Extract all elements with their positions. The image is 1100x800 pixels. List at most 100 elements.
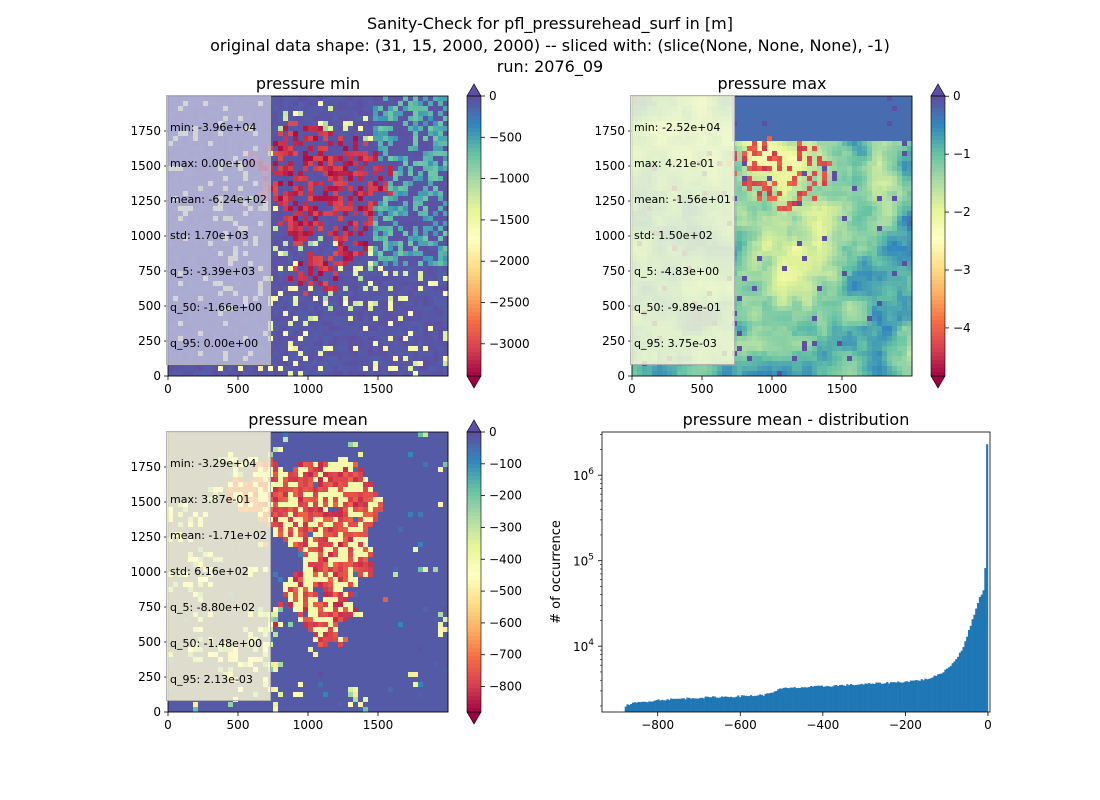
map-cell bbox=[328, 96, 334, 102]
map-cell bbox=[268, 371, 274, 377]
map-cell bbox=[343, 361, 349, 367]
map-cell bbox=[303, 186, 309, 192]
map-cell bbox=[388, 186, 394, 192]
map-cell bbox=[817, 246, 823, 252]
map-cell bbox=[842, 111, 848, 117]
map-cell bbox=[283, 136, 289, 142]
map-cell bbox=[443, 251, 449, 257]
map-cell bbox=[323, 96, 329, 102]
map-cell bbox=[877, 161, 883, 167]
map-cell bbox=[812, 206, 818, 212]
map-cell bbox=[293, 166, 299, 172]
map-cell bbox=[348, 231, 354, 237]
colorbar-segment bbox=[467, 272, 481, 277]
map-cell bbox=[872, 136, 878, 142]
map-cell bbox=[408, 216, 414, 222]
map-cell bbox=[363, 96, 369, 102]
map-cell bbox=[273, 166, 279, 172]
map-cell bbox=[298, 286, 304, 292]
map-cell bbox=[892, 156, 898, 162]
map-cell bbox=[358, 106, 364, 112]
map-cell bbox=[443, 96, 449, 102]
map-cell bbox=[303, 246, 309, 252]
map-cell bbox=[293, 156, 299, 162]
map-cell bbox=[318, 101, 324, 107]
map-cell bbox=[323, 306, 329, 312]
map-cell bbox=[398, 116, 404, 122]
colorbar-segment bbox=[467, 104, 481, 109]
map-cell bbox=[298, 281, 304, 287]
map-cell bbox=[348, 336, 354, 342]
map-cell bbox=[403, 121, 409, 127]
map-cell bbox=[403, 201, 409, 207]
map-cell bbox=[313, 226, 319, 232]
map-cell bbox=[353, 311, 359, 317]
map-cell bbox=[872, 201, 878, 207]
map-cell bbox=[867, 141, 873, 147]
map-cell bbox=[338, 361, 344, 367]
map-cell bbox=[333, 221, 339, 227]
colorbar-segment bbox=[467, 116, 481, 121]
map-cell bbox=[353, 266, 359, 272]
map-cell bbox=[378, 276, 384, 282]
map-cell bbox=[837, 196, 843, 202]
map-cell bbox=[403, 211, 409, 217]
map-cell bbox=[313, 331, 319, 337]
map-cell bbox=[787, 216, 793, 222]
map-cell bbox=[852, 206, 858, 212]
map-cell bbox=[438, 236, 444, 242]
map-cell bbox=[403, 311, 409, 317]
map-cell bbox=[278, 311, 284, 317]
map-cell bbox=[313, 101, 319, 107]
map-cell bbox=[408, 126, 414, 132]
map-cell bbox=[902, 196, 908, 202]
map-cell bbox=[348, 261, 354, 267]
map-cell bbox=[902, 166, 908, 172]
map-cell bbox=[862, 111, 868, 117]
map-cell bbox=[373, 106, 379, 112]
map-cell bbox=[423, 101, 429, 107]
map-cell bbox=[438, 171, 444, 177]
map-cell bbox=[378, 156, 384, 162]
map-cell bbox=[847, 206, 853, 212]
map-cell bbox=[328, 146, 334, 152]
map-cell bbox=[328, 356, 334, 362]
map-cell bbox=[333, 281, 339, 287]
map-cell bbox=[842, 201, 848, 207]
colorbar-frame bbox=[466, 95, 482, 377]
map-cell bbox=[847, 101, 853, 107]
map-cell bbox=[413, 241, 419, 247]
map-cell bbox=[318, 186, 324, 192]
map-cell bbox=[298, 336, 304, 342]
map-cell bbox=[313, 266, 319, 272]
map-cell bbox=[308, 291, 314, 297]
map-cell bbox=[837, 146, 843, 152]
map-cell bbox=[288, 196, 294, 202]
map-cell bbox=[373, 126, 379, 132]
map-cell bbox=[338, 231, 344, 237]
map-cell bbox=[313, 256, 319, 262]
map-cell bbox=[428, 286, 434, 292]
map-cell bbox=[408, 206, 414, 212]
map-cell bbox=[283, 351, 289, 357]
map-cell bbox=[358, 161, 364, 167]
map-cell bbox=[378, 351, 384, 357]
map-cell bbox=[782, 221, 788, 227]
map-cell bbox=[867, 101, 873, 107]
map-cell bbox=[333, 216, 339, 222]
map-cell bbox=[403, 241, 409, 247]
map-cell bbox=[328, 101, 334, 107]
map-cell bbox=[857, 236, 863, 242]
map-cell bbox=[433, 311, 439, 317]
map-cell bbox=[393, 281, 399, 287]
map-cell bbox=[383, 301, 389, 307]
figure-title-line-3: run: 2076_09 bbox=[496, 57, 604, 76]
map-cell bbox=[413, 186, 419, 192]
map-cell bbox=[408, 361, 414, 367]
map-cell bbox=[812, 181, 818, 187]
map-cell bbox=[313, 141, 319, 147]
map-cell bbox=[383, 106, 389, 112]
map-cell bbox=[298, 166, 304, 172]
map-cell bbox=[343, 281, 349, 287]
map-cell bbox=[398, 371, 404, 377]
